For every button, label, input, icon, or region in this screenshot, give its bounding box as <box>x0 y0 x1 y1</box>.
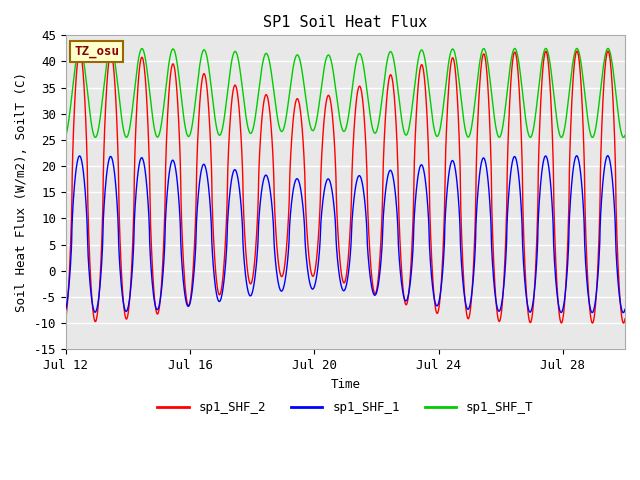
sp1_SHF_1 <box>319 198 326 204</box>
sp1_SHF_2 <box>62 315 70 321</box>
Line: sp1_SHF_2: sp1_SHF_2 <box>66 51 625 323</box>
sp1_SHF_1 <box>604 153 611 158</box>
sp1_SHF_T <box>605 46 612 52</box>
Y-axis label: Soil Heat Flux (W/m2), SoilT (C): Soil Heat Flux (W/m2), SoilT (C) <box>15 72 28 312</box>
Line: sp1_SHF_T: sp1_SHF_T <box>66 48 625 137</box>
sp1_SHF_1 <box>605 154 612 160</box>
sp1_SHF_2 <box>90 317 98 323</box>
Title: SP1 Soil Heat Flux: SP1 Soil Heat Flux <box>263 15 428 30</box>
Text: TZ_osu: TZ_osu <box>74 45 119 58</box>
sp1_SHF_T <box>621 132 629 138</box>
X-axis label: Time: Time <box>330 378 360 391</box>
sp1_SHF_1 <box>502 250 510 256</box>
sp1_SHF_T <box>319 73 326 79</box>
sp1_SHF_1 <box>90 309 98 314</box>
sp1_SHF_2 <box>605 49 612 55</box>
sp1_SHF_1 <box>605 155 613 160</box>
sp1_SHF_1 <box>621 306 629 312</box>
sp1_SHF_2 <box>620 320 627 326</box>
sp1_SHF_T <box>605 47 613 52</box>
sp1_SHF_1 <box>620 310 627 315</box>
sp1_SHF_T <box>573 46 580 51</box>
sp1_SHF_1 <box>62 306 70 312</box>
sp1_SHF_2 <box>334 226 342 231</box>
sp1_SHF_T <box>90 133 98 139</box>
sp1_SHF_2 <box>621 316 629 322</box>
sp1_SHF_T <box>620 134 627 140</box>
sp1_SHF_2 <box>502 225 510 231</box>
sp1_SHF_T <box>62 132 70 138</box>
sp1_SHF_2 <box>319 133 326 139</box>
sp1_SHF_2 <box>605 50 613 56</box>
sp1_SHF_1 <box>334 259 342 264</box>
Line: sp1_SHF_1: sp1_SHF_1 <box>66 156 625 312</box>
Legend: sp1_SHF_2, sp1_SHF_1, sp1_SHF_T: sp1_SHF_2, sp1_SHF_1, sp1_SHF_T <box>152 396 538 420</box>
sp1_SHF_2 <box>604 48 612 54</box>
sp1_SHF_T <box>502 98 510 104</box>
sp1_SHF_T <box>334 102 342 108</box>
